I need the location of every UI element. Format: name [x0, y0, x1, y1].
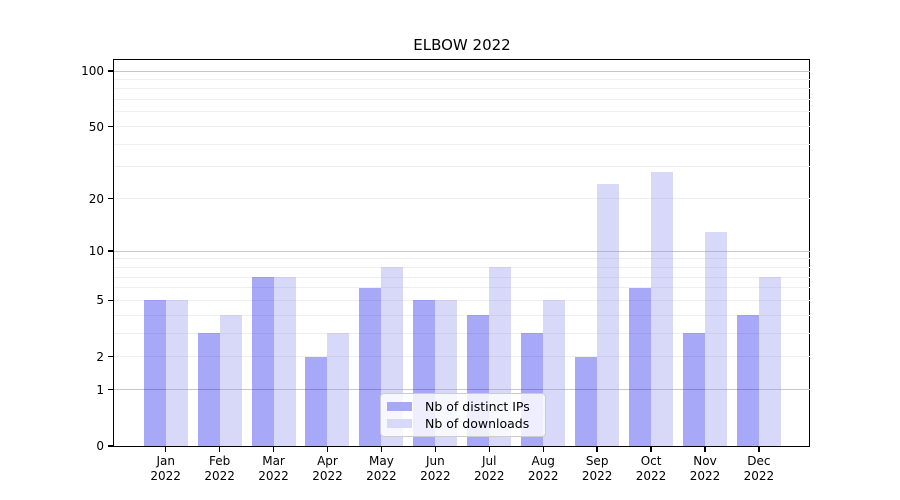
x-tick-label: Jan 2022 [150, 454, 181, 483]
x-tick-label: Mar 2022 [258, 454, 289, 483]
x-tick-mark [596, 447, 598, 452]
x-tick-label: Jul 2022 [473, 454, 505, 483]
legend: Nb of distinct IPs Nb of downloads [380, 393, 546, 437]
y-tick-mark [108, 250, 113, 252]
x-tick-mark [272, 447, 275, 452]
x-tick-mark [434, 447, 437, 452]
grid-line-minor [114, 88, 810, 90]
legend-row-downloads: Nb of downloads [387, 416, 539, 431]
bar-nb-of-downloads-apr [327, 333, 350, 446]
bar-nb-of-downloads-nov [705, 231, 727, 446]
bar-nb-of-distinct-ips-oct [629, 287, 652, 446]
grid-line-minor [114, 266, 810, 268]
bar-nb-of-downloads-mar [273, 277, 296, 446]
y-tick-mark [108, 356, 113, 358]
grid-line-minor [114, 126, 810, 128]
grid-line-major [114, 70, 810, 72]
x-tick-label: Sep 2022 [581, 454, 613, 483]
grid-line-minor [114, 299, 810, 301]
legend-row-distinct-ips: Nb of distinct IPs [387, 399, 539, 414]
y-tick-label: 1 [96, 382, 104, 397]
grid-line-major [114, 250, 810, 252]
x-tick-label: Jun 2022 [420, 454, 451, 483]
y-tick-mark [108, 197, 113, 200]
x-tick-mark [488, 447, 490, 452]
y-tick-label: 20 [88, 191, 104, 206]
legend-swatch-downloads [387, 419, 412, 429]
chart-title: ELBOW 2022 [413, 36, 511, 54]
bar-nb-of-downloads-jan [165, 300, 188, 446]
bar-nb-of-distinct-ips-may [359, 287, 382, 446]
grid-line-minor [114, 78, 810, 80]
y-tick-mark [108, 70, 113, 72]
y-tick-mark [108, 125, 113, 128]
grid-line-minor [114, 99, 810, 101]
legend-swatch-distinct-ips [387, 401, 412, 411]
bar-nb-of-distinct-ips-mar [251, 277, 274, 446]
bar-nb-of-downloads-sep [597, 184, 620, 446]
grid-line-minor [114, 356, 810, 358]
x-tick-mark [650, 447, 652, 452]
grid-line-minor [114, 143, 810, 145]
x-tick-label: Dec 2022 [743, 454, 775, 483]
bar-nb-of-distinct-ips-sep [575, 356, 598, 446]
x-tick-mark [542, 447, 544, 452]
grid-line-minor [114, 287, 810, 289]
grid-line-minor [114, 198, 810, 200]
x-tick-label: Apr 2022 [312, 454, 343, 483]
y-tick-label: 5 [96, 293, 104, 308]
bar-nb-of-distinct-ips-dec [736, 315, 759, 446]
grid-line-minor [114, 332, 810, 334]
y-tick-label: 100 [81, 64, 104, 78]
y-tick-mark [108, 388, 113, 391]
y-tick-label: 50 [88, 119, 104, 134]
grid-line-minor [114, 276, 810, 278]
legend-label-downloads: Nb of downloads [425, 416, 530, 432]
x-tick-mark [704, 447, 706, 452]
y-tick-label: 0 [96, 439, 104, 453]
x-tick-label: Oct 2022 [635, 454, 667, 483]
plot-frame [113, 59, 810, 447]
x-tick-label: Aug 2022 [527, 454, 559, 483]
y-tick-mark [108, 445, 113, 447]
x-tick-label: Nov 2022 [689, 454, 721, 483]
x-tick-label: May 2022 [366, 454, 397, 483]
x-tick-label: Feb 2022 [204, 454, 235, 483]
bar-nb-of-distinct-ips-apr [305, 356, 328, 446]
bar-nb-of-distinct-ips-jan [143, 300, 166, 446]
grid-line-major [114, 389, 810, 391]
x-tick-mark [326, 447, 329, 452]
bar-nb-of-downloads-feb [219, 315, 242, 446]
y-tick-mark [108, 299, 113, 302]
legend-label-distinct-ips: Nb of distinct IPs [425, 398, 530, 414]
x-tick-mark [758, 447, 760, 452]
x-tick-mark [380, 447, 383, 452]
bar-nb-of-downloads-dec [758, 277, 781, 446]
bar-nb-of-distinct-ips-feb [197, 333, 220, 446]
grid-line-minor [114, 111, 810, 113]
grid-line-minor [114, 314, 810, 316]
y-tick-label: 2 [96, 349, 104, 364]
grid-line-minor [114, 258, 810, 260]
grid-line-minor [114, 166, 810, 168]
bar-nb-of-downloads-aug [543, 300, 566, 446]
y-tick-label: 10 [88, 244, 104, 259]
bar-nb-of-downloads-oct [651, 172, 674, 446]
x-tick-mark [165, 447, 167, 452]
bar-nb-of-distinct-ips-nov [683, 333, 705, 446]
x-tick-mark [218, 447, 221, 452]
